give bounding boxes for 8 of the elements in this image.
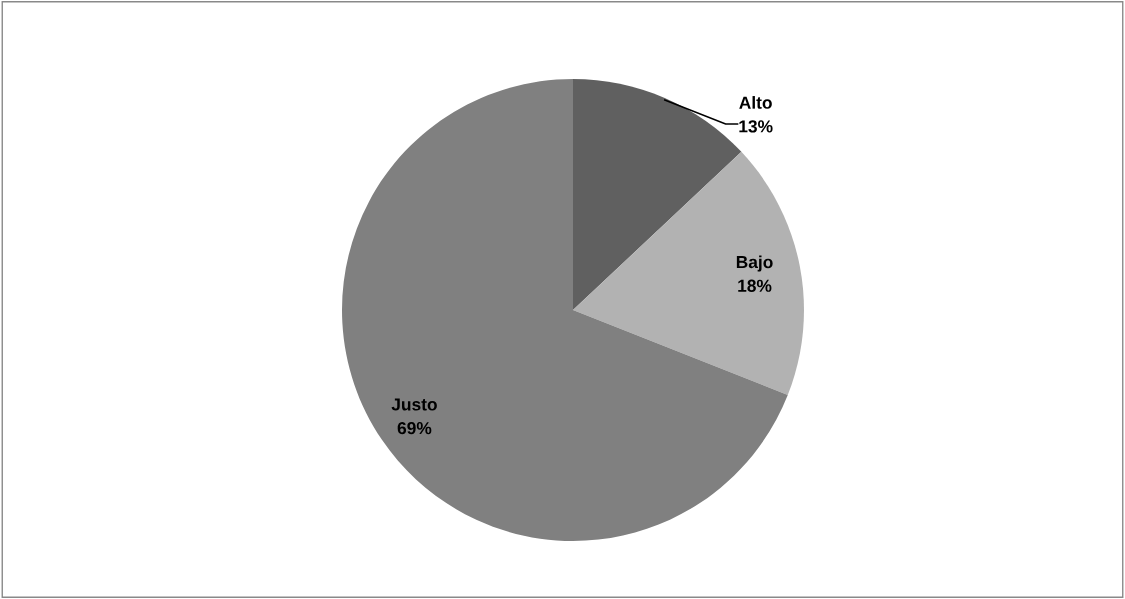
slice-label: Bajo (736, 255, 773, 272)
slice-label: Justo (391, 398, 437, 411)
data-label: 69% (397, 422, 432, 435)
slice-label: Alto (739, 96, 772, 109)
data-label: 13% (739, 120, 773, 133)
pie-slice (573, 151, 804, 396)
pie-slice (342, 79, 788, 541)
data-label: 18% (738, 279, 772, 292)
